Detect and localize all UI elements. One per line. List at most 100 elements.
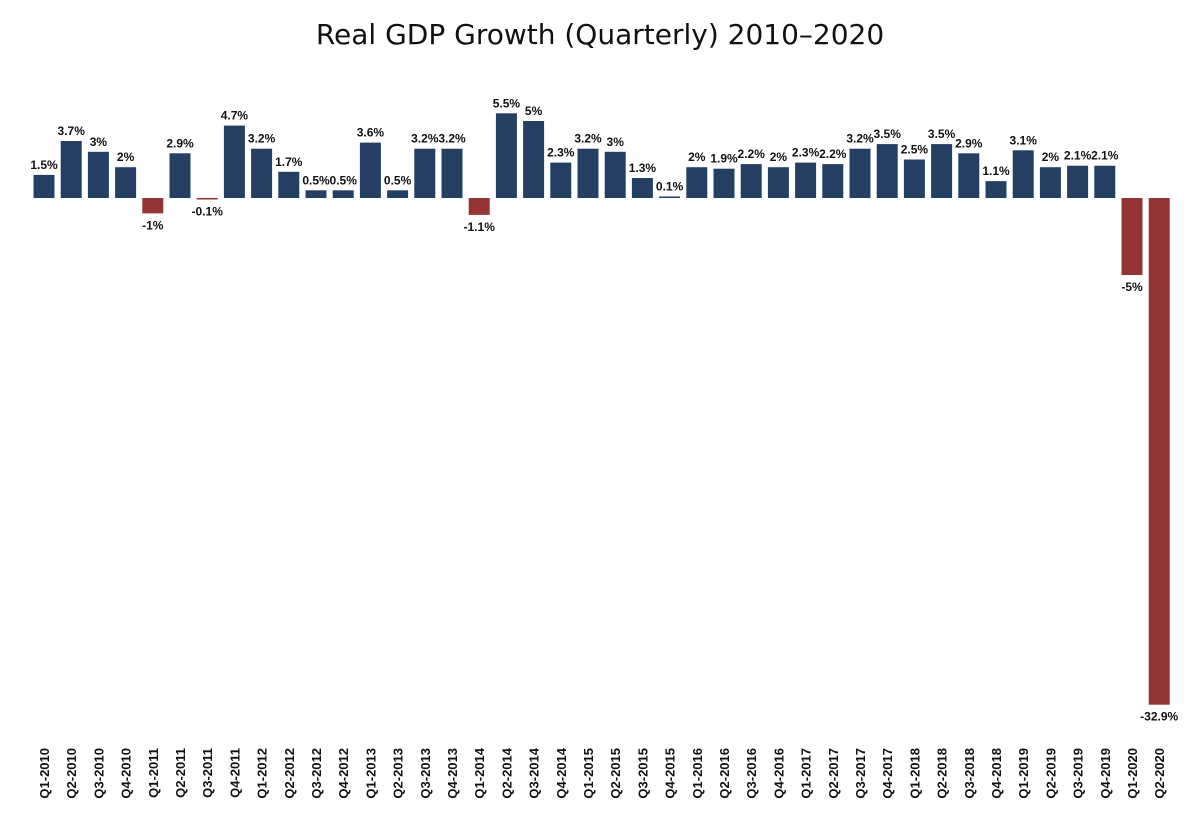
x-tick-label-Q2-2019: Q2-2019	[1043, 748, 1058, 799]
x-tick-label-Q2-2013: Q2-2013	[391, 748, 406, 799]
x-tick-label-Q3-2015: Q3-2015	[635, 748, 650, 799]
bar-Q3-2019	[1067, 165, 1089, 198]
x-tick-label-Q4-2014: Q4-2014	[554, 747, 569, 798]
bar-Q4-2016	[767, 167, 789, 198]
data-label-Q2-2014: 5.5%	[493, 96, 521, 110]
bar-Q4-2013	[441, 148, 463, 198]
bar-Q1-2019	[1012, 150, 1034, 198]
x-tick-label-Q1-2020: Q1-2020	[1125, 748, 1140, 799]
data-label-Q2-2015: 3%	[607, 135, 625, 149]
x-tick-label-Q3-2013: Q3-2013	[418, 748, 433, 799]
data-label-Q3-2013: 3.2%	[411, 132, 439, 146]
bar-Q2-2013	[387, 190, 409, 198]
data-label-Q3-2015: 1.3%	[629, 161, 657, 175]
bar-Q2-2011	[169, 153, 191, 198]
x-tick-label-Q1-2013: Q1-2013	[363, 748, 378, 799]
data-label-Q3-2017: 3.2%	[846, 132, 874, 146]
bar-Q2-2017	[822, 164, 844, 198]
bar-Q1-2016	[686, 167, 708, 198]
bar-Q1-2010	[33, 174, 55, 198]
data-label-Q4-2016: 2%	[770, 150, 788, 164]
x-tick-label-Q4-2011: Q4-2011	[227, 748, 242, 798]
bar-Q2-2020	[1148, 198, 1170, 705]
bar-Q4-2018	[985, 181, 1007, 198]
x-tick-label-Q3-2012: Q3-2012	[309, 748, 324, 799]
x-tick-label-Q2-2010: Q2-2010	[64, 748, 79, 799]
x-tick-label-Q3-2011: Q3-2011	[200, 748, 215, 798]
x-tick-label-Q3-2014: Q3-2014	[527, 747, 542, 798]
x-tick-label-Q4-2016: Q4-2016	[771, 748, 786, 799]
data-label-Q2-2020: -32.9%	[1140, 710, 1178, 724]
data-label-Q3-2018: 2.9%	[955, 136, 983, 150]
bar-Q4-2012	[332, 190, 354, 198]
bar-Q1-2011	[142, 198, 164, 214]
x-tick-label-Q2-2017: Q2-2017	[826, 748, 841, 799]
data-label-Q1-2018: 2.5%	[901, 143, 929, 157]
x-tick-label-Q1-2016: Q1-2016	[690, 748, 705, 799]
bar-Q1-2013	[359, 142, 381, 198]
bar-Q3-2010	[87, 151, 109, 198]
bar-Q4-2015	[659, 196, 681, 198]
data-label-Q2-2016: 1.9%	[710, 152, 738, 166]
data-label-Q4-2017: 3.5%	[874, 127, 902, 141]
data-label-Q1-2010: 1.5%	[30, 158, 58, 172]
x-tick-label-Q3-2017: Q3-2017	[853, 748, 868, 799]
bar-Q1-2012	[251, 148, 273, 198]
bar-Q3-2014	[523, 121, 545, 198]
x-tick-label-Q2-2014: Q2-2014	[499, 747, 514, 798]
data-label-Q1-2019: 3.1%	[1010, 133, 1038, 147]
bar-Q3-2018	[958, 153, 980, 198]
data-label-Q4-2019: 2.1%	[1091, 149, 1119, 163]
data-label-Q1-2015: 3.2%	[574, 132, 602, 146]
data-label-Q2-2017: 2.2%	[819, 147, 847, 161]
x-tick-label-Q1-2010: Q1-2010	[37, 748, 52, 799]
bar-Q4-2010	[115, 167, 137, 198]
bar-Q2-2010	[60, 141, 82, 198]
x-tick-label-Q2-2011: Q2-2011	[173, 748, 188, 798]
bar-Q2-2019	[1039, 167, 1061, 198]
data-label-Q4-2018: 1.1%	[982, 164, 1010, 178]
x-tick-label-Q1-2014: Q1-2014	[472, 747, 487, 798]
bar-Q2-2014	[495, 113, 517, 198]
x-tick-label-Q2-2016: Q2-2016	[717, 748, 732, 799]
x-tick-label-Q3-2019: Q3-2019	[1071, 748, 1086, 799]
bar-Q1-2014	[468, 198, 490, 215]
bar-Q1-2017	[795, 162, 817, 198]
data-label-Q2-2019: 2%	[1042, 150, 1060, 164]
x-tick-label-Q4-2019: Q4-2019	[1098, 748, 1113, 799]
x-tick-label-Q2-2012: Q2-2012	[282, 748, 297, 799]
data-label-Q1-2011: -1%	[142, 218, 164, 232]
data-label-Q1-2016: 2%	[688, 150, 706, 164]
bar-Q3-2016	[740, 164, 762, 198]
x-tick-label-Q2-2020: Q2-2020	[1152, 748, 1167, 799]
x-tick-label-Q2-2018: Q2-2018	[935, 748, 950, 799]
data-label-Q1-2012: 3.2%	[248, 132, 276, 146]
data-label-Q3-2014: 5%	[525, 104, 543, 118]
x-tick-label-Q3-2018: Q3-2018	[962, 748, 977, 799]
bar-Q1-2015	[577, 148, 599, 198]
x-tick-label-Q3-2016: Q3-2016	[744, 748, 759, 799]
bar-Q2-2015	[604, 151, 626, 198]
data-label-Q1-2017: 2.3%	[792, 146, 820, 160]
bar-Q2-2016	[713, 168, 735, 198]
data-label-Q4-2010: 2%	[117, 150, 135, 164]
x-tick-label-Q4-2018: Q4-2018	[989, 748, 1004, 799]
bar-Q4-2014	[550, 162, 572, 198]
data-label-Q1-2020: -5%	[1121, 280, 1143, 294]
bar-Q4-2017	[876, 144, 898, 198]
x-tick-label-Q4-2012: Q4-2012	[336, 748, 351, 799]
bar-Q2-2018	[931, 144, 953, 198]
data-label-Q3-2011: -0.1%	[192, 205, 224, 219]
data-label-Q3-2012: 0.5%	[302, 173, 330, 187]
bar-Q3-2013	[414, 148, 436, 198]
data-label-Q2-2011: 2.9%	[166, 136, 194, 150]
x-tick-label-Q1-2019: Q1-2019	[1016, 748, 1031, 799]
x-tick-label-Q4-2015: Q4-2015	[663, 748, 678, 799]
chart-title: Real GDP Growth (Quarterly) 2010–2020	[315, 18, 885, 51]
bar-Q1-2020	[1121, 198, 1143, 275]
x-tick-label-Q2-2015: Q2-2015	[608, 748, 623, 799]
x-tick-label-Q1-2015: Q1-2015	[581, 748, 596, 799]
x-tick-label-Q4-2013: Q4-2013	[445, 748, 460, 799]
x-tick-label-Q1-2012: Q1-2012	[255, 748, 270, 799]
data-label-Q2-2012: 1.7%	[275, 155, 303, 169]
